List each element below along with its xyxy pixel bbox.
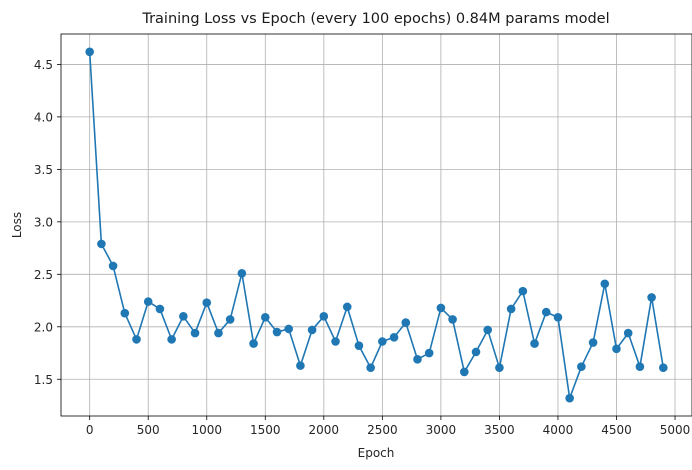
loss-point [249,339,258,348]
loss-point [635,362,645,371]
y-tick-label: 3.0 [34,215,53,229]
loss-point [530,339,539,348]
x-tick-label: 3500 [484,423,515,437]
y-tick-label: 4.0 [34,110,53,124]
loss-point [647,293,656,302]
y-tick-label: 1.5 [34,373,53,387]
loss-point [237,268,247,278]
loss-point [366,363,375,373]
plot-frame [60,33,692,417]
y-axis-label: Loss [10,212,24,238]
loss-point [553,313,563,322]
x-tick-label: 4500 [601,423,632,437]
loss-point [296,361,305,370]
loss-point [448,315,457,324]
loss-point [471,347,481,357]
loss-point [155,304,165,314]
loss-point [565,393,574,403]
loss-point [272,327,282,337]
loss-point [623,328,633,338]
loss-point [342,302,352,312]
loss-point [378,337,387,346]
loss-point [600,279,610,289]
loss-point [460,367,469,377]
y-tick-label: 2.0 [34,320,53,334]
loss-point [577,362,586,371]
loss-point [167,335,176,344]
loss-point [307,325,317,335]
loss-point [319,312,329,321]
loss-point [120,308,130,318]
loss-point [260,313,270,322]
loss-point [436,303,446,313]
loss-point [413,355,422,364]
loss-point [483,325,493,335]
loss-point [284,324,293,334]
x-tick-label: 3000 [426,423,457,437]
x-tick-label: 4000 [543,423,574,437]
loss-point [588,338,598,347]
loss-point [97,239,106,249]
loss-point [495,363,504,373]
loss-series [85,47,668,403]
x-tick-label: 1500 [250,423,281,437]
loss-point [202,298,212,307]
x-tick-label: 2000 [309,423,340,437]
y-tick-label: 2.5 [34,268,53,282]
loss-point [132,335,141,344]
loss-point [612,344,621,354]
y-tick-label: 3.5 [34,163,53,177]
loss-point [401,318,411,327]
grid [61,34,692,416]
x-tick-label: 5000 [660,423,691,437]
loss-point [190,328,200,338]
x-axis-label: Epoch [358,446,395,460]
y-tick-label: 4.5 [34,58,53,72]
x-tick-label: 500 [137,423,160,437]
loss-point [179,312,188,321]
axis-ticks: 0 500 1000 1500 2000 2500 3000 3500 4000 4500 5000… [34,58,690,437]
chart-title: Training Loss vs Epoch (every 100 epochs… [141,11,609,27]
loss-point [506,304,516,314]
x-tick-label: 2500 [367,423,398,437]
loss-point [225,315,235,324]
loss-point [143,297,153,306]
loss-point [659,363,668,373]
loss-point [85,47,94,57]
loss-point [518,286,528,296]
loss-point [331,337,340,346]
loss-point [389,332,399,342]
loss-point [108,261,118,271]
loss-point [424,348,434,358]
x-tick-label: 0 [86,423,94,437]
x-tick-label: 1000 [191,423,222,437]
loss-point [541,307,551,317]
loss-point [214,328,223,338]
loss-point [354,341,364,350]
